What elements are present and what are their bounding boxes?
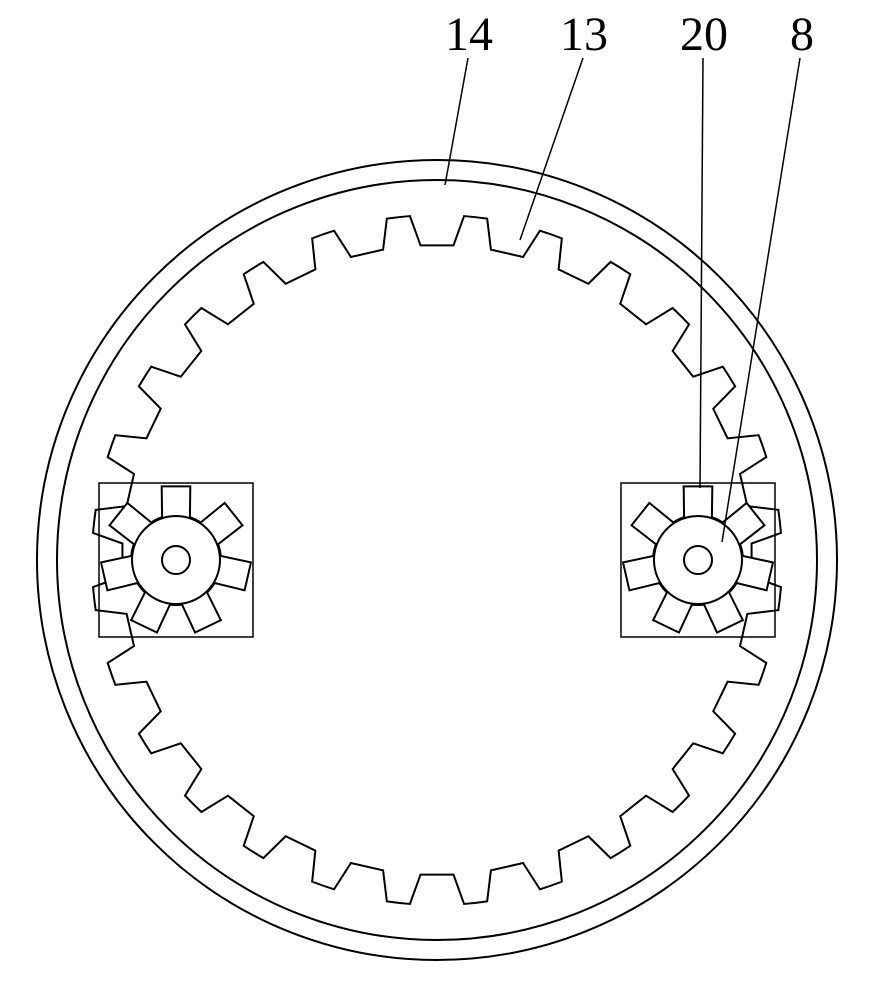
callout-label-3: 8 [790,8,814,61]
callout-label-2: 20 [680,8,728,61]
pinion-hub-1 [132,516,220,604]
callout-label-1: 13 [560,8,608,61]
callout-label-0: 14 [445,8,493,61]
pinion-hub-0 [654,516,742,604]
background [0,0,874,1000]
